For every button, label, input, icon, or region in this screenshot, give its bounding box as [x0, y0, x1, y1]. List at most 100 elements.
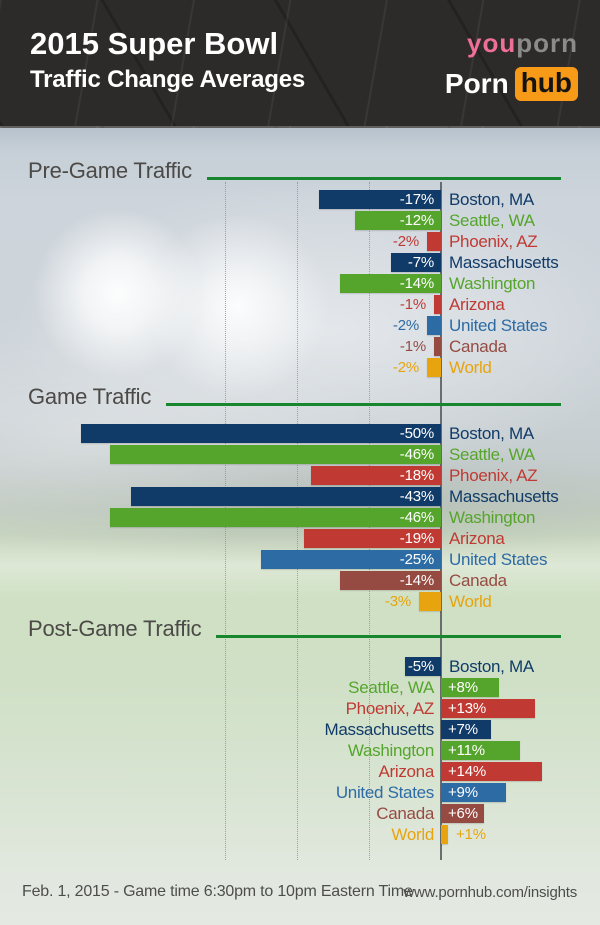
bar-value-label: +13% [448, 700, 486, 717]
bar-category-label: Canada [449, 571, 507, 590]
bar-category-label: Canada [449, 337, 507, 356]
zero-axis-line [440, 182, 442, 860]
bar-category-label: Massachusetts [324, 720, 435, 739]
bar-value-label: -14% [399, 275, 434, 292]
bar-category-label: Washington [449, 508, 536, 527]
section-title: Post-Game Traffic [28, 616, 202, 641]
bar-united-states [427, 316, 441, 335]
bar-category-label: Seattle, WA [348, 678, 434, 697]
section-heading-post-game: Post-Game Traffic [28, 616, 561, 642]
bar-value-label: +6% [448, 805, 478, 822]
bar-canada [434, 337, 441, 356]
bar-seattle-wa [110, 445, 441, 464]
bar-value-label: -17% [399, 191, 434, 208]
header: 2015 Super Bowl Traffic Change Averages … [0, 0, 600, 128]
bar-united-states [441, 783, 506, 802]
bar-canada [441, 804, 484, 823]
section-rule [206, 176, 561, 180]
section-title: Game Traffic [28, 384, 152, 409]
bar-united-states [261, 550, 441, 569]
bar-boston-ma [405, 657, 441, 676]
youporn-logo-you: yo ★ u [466, 28, 517, 58]
bar-value-label: -5% [407, 658, 434, 675]
star-icon: ★ [537, 38, 547, 50]
page-subtitle: Traffic Change Averages [30, 66, 306, 93]
bar-value-label: +8% [448, 679, 478, 696]
bar-category-label: World [449, 592, 492, 611]
bar-value-label: +11% [448, 742, 485, 759]
bar-boston-ma [81, 424, 441, 443]
bar-value-label: -12% [399, 212, 434, 229]
bar-massachusetts [441, 720, 491, 739]
bar-value-label: -1% [399, 296, 426, 313]
bar-value-label: -2% [392, 233, 419, 250]
section-heading-game: Game Traffic [28, 384, 561, 410]
bar-value-label: -2% [392, 317, 419, 334]
bar-category-label: Washington [449, 274, 536, 293]
section-title: Pre-Game Traffic [28, 158, 192, 183]
bar-category-label: United States [449, 316, 548, 335]
bar-washington [110, 508, 441, 527]
bar-seattle-wa [355, 211, 441, 230]
bar-value-label: -50% [399, 425, 434, 442]
section-rule [216, 634, 561, 638]
bar-category-label: Arizona [449, 529, 505, 548]
bar-value-label: +9% [448, 784, 478, 801]
bar-category-label: Seattle, WA [449, 445, 535, 464]
bar-washington [340, 274, 441, 293]
bar-category-label: Massachusetts [449, 253, 559, 272]
bar-category-label: Massachusetts [449, 487, 559, 506]
pornhub-logo-porn: Porn [444, 68, 509, 99]
bar-value-label: -25% [399, 551, 434, 568]
bar-phoenix-az [441, 699, 535, 718]
bar-phoenix-az [311, 466, 441, 485]
section-rule [166, 402, 561, 406]
bar-massachusetts [131, 487, 441, 506]
page-title: 2015 Super Bowl [30, 26, 279, 61]
bar-washington [441, 741, 520, 760]
pornhub-logo-hub: hub [514, 67, 578, 101]
bar-value-label: +1% [456, 826, 486, 843]
bar-value-label: -46% [399, 446, 434, 463]
youporn-logo-porn: po ★ rn [516, 28, 578, 58]
bar-canada [340, 571, 441, 590]
logo-block: yo ★ upo ★ rn Porn hub [445, 28, 578, 101]
bar-world [441, 825, 448, 844]
bar-value-label: -7% [407, 254, 434, 271]
bar-world [427, 358, 441, 377]
bar-category-label: Boston, MA [449, 190, 534, 209]
bar-value-label: -46% [399, 509, 434, 526]
footer-game-time: Feb. 1, 2015 - Game time 6:30pm to 10pm … [22, 883, 413, 900]
bar-category-label: Washington [347, 741, 434, 760]
bar-seattle-wa [441, 678, 499, 697]
star-icon: ★ [486, 38, 496, 50]
section-heading-pre-game: Pre-Game Traffic [28, 158, 561, 184]
bar-phoenix-az [427, 232, 441, 251]
bar-massachusetts [391, 253, 441, 272]
bar-category-label: Phoenix, AZ [345, 699, 435, 718]
bar-arizona [434, 295, 441, 314]
bar-arizona [441, 762, 542, 781]
bar-value-label: -14% [399, 572, 434, 589]
youporn-logo: yo ★ upo ★ rn [467, 30, 578, 56]
bar-value-label: -18% [399, 467, 434, 484]
bar-value-label: -19% [399, 530, 434, 547]
bar-category-label: Phoenix, AZ [449, 466, 538, 485]
bar-arizona [304, 529, 441, 548]
bar-value-label: -3% [384, 593, 411, 610]
bar-category-label: World [391, 825, 434, 844]
bar-category-label: Boston, MA [449, 657, 534, 676]
bar-world [419, 592, 441, 611]
bar-category-label: Arizona [378, 762, 434, 781]
bar-category-label: Canada [376, 804, 434, 823]
bar-value-label: +7% [448, 721, 478, 738]
bar-category-label: United States [335, 783, 434, 802]
bar-value-label: +14% [448, 763, 486, 780]
bar-category-label: Boston, MA [449, 424, 534, 443]
bar-value-label: -43% [399, 488, 434, 505]
bar-category-label: United States [449, 550, 548, 569]
footer-url: www.pornhub.com/insights [403, 884, 577, 901]
bar-category-label: Phoenix, AZ [449, 232, 538, 251]
bar-category-label: Seattle, WA [449, 211, 535, 230]
